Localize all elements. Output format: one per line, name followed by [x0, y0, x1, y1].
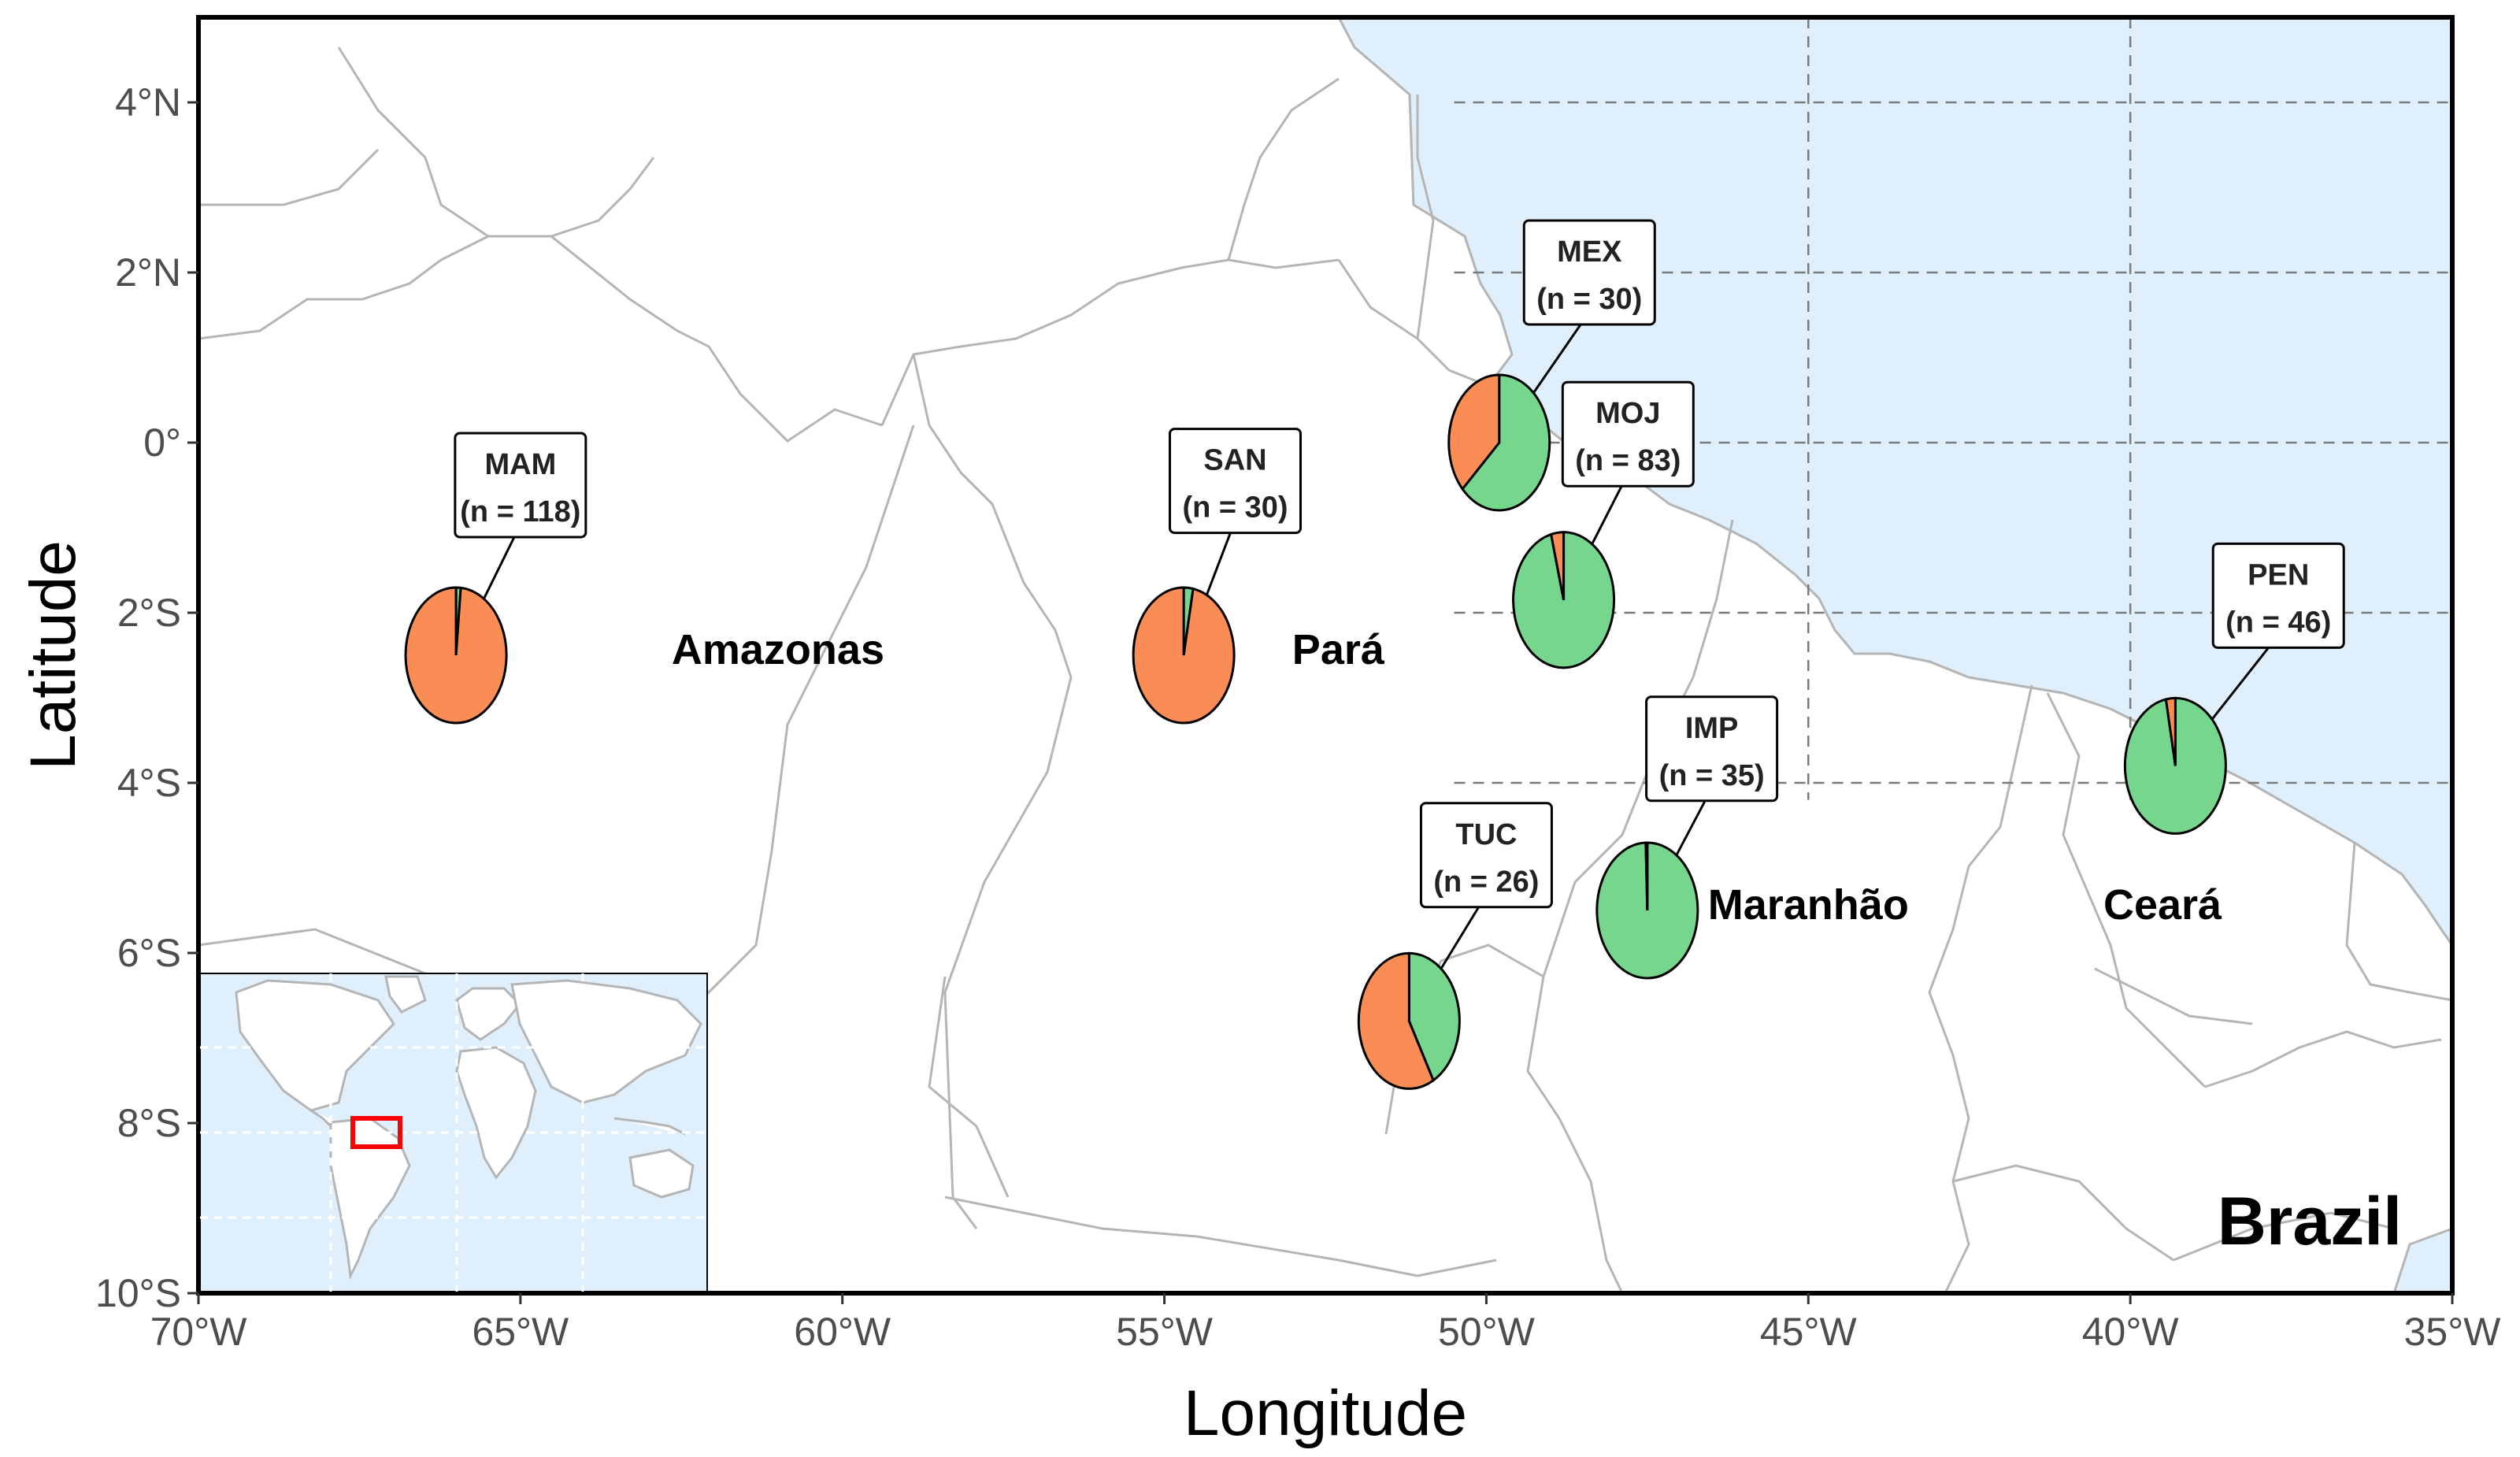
pie-slice-orange	[1132, 586, 1236, 725]
site-code-label: TUC	[1455, 818, 1517, 851]
inset-africa	[455, 1046, 537, 1180]
sample-sites: MAM (n = 118) SAN (n = 30) MEX (n = 30) MOJ (n …	[404, 219, 2345, 1090]
x-tick-label: 35°W	[2404, 1310, 2502, 1354]
site-code-label: MAM	[484, 448, 556, 481]
site-code-label: SAN	[1203, 444, 1266, 477]
x-tick-label: 55°W	[1116, 1310, 1214, 1354]
state-borders	[198, 46, 2452, 1293]
state-label: Amazonas	[672, 626, 884, 673]
state-label: Ceará	[2103, 881, 2222, 929]
inset-world-map	[199, 973, 708, 1292]
site-moj: MOJ (n = 83)	[1512, 380, 1695, 669]
y-tick-label: 2°S	[117, 591, 181, 635]
y-tick-label: 10°S	[95, 1271, 181, 1315]
x-axis-title: Longitude	[1184, 1377, 1467, 1449]
pie-slice-orange	[1357, 951, 1435, 1090]
site-label-box	[1561, 380, 1695, 488]
site-code-label: MEX	[1557, 235, 1622, 269]
site-code-label: IMP	[1685, 712, 1739, 745]
site-pen: PEN (n = 46)	[2123, 542, 2345, 835]
site-sample-size-label: (n = 46)	[2225, 606, 2331, 639]
x-axis: 70°W 65°W 60°W 55°W 50°W 45°W 40°W 35°W	[150, 1293, 2502, 1354]
inset-europe	[455, 987, 522, 1041]
y-axis: 4°N 2°N 0° 2°S 4°S 6°S 8°S 10°S	[95, 80, 198, 1315]
x-tick-label: 40°W	[2082, 1310, 2180, 1354]
country-label: Brazil	[2218, 1184, 2402, 1259]
pie-slice-orange	[2164, 696, 2177, 766]
site-label-box	[454, 432, 587, 539]
state-label: Maranhão	[1708, 881, 1909, 929]
site-san: SAN (n = 30)	[1132, 428, 1303, 725]
y-tick-label: 0°	[143, 421, 181, 465]
x-tick-label: 50°W	[1438, 1310, 1536, 1354]
site-sample-size-label: (n = 30)	[1182, 491, 1288, 525]
inset-asia	[510, 979, 702, 1104]
inset-south-america	[329, 1117, 411, 1281]
inset-greenland	[384, 975, 427, 1014]
coastline	[1337, 17, 2452, 946]
inset-indonesia	[613, 1117, 686, 1136]
y-tick-label: 2°N	[115, 250, 181, 295]
inset-north-america	[235, 979, 395, 1112]
y-tick-label: 6°S	[117, 931, 181, 975]
pie-slice-orange	[1644, 841, 1649, 911]
site-label-box	[2211, 542, 2345, 649]
site-label-box	[1645, 695, 1779, 803]
site-sample-size-label: (n = 30)	[1536, 283, 1642, 316]
site-mam: MAM (n = 118)	[404, 432, 587, 725]
site-label-box	[1169, 428, 1303, 535]
site-tuc: TUC (n = 26)	[1357, 802, 1553, 1090]
x-tick-label: 45°W	[1760, 1310, 1858, 1354]
x-tick-label: 70°W	[150, 1310, 248, 1354]
pie-slice-orange	[1447, 373, 1501, 491]
state-label: Pará	[1292, 626, 1385, 673]
site-sample-size-label: (n = 26)	[1433, 866, 1539, 899]
x-tick-label: 65°W	[472, 1310, 569, 1354]
y-tick-label: 8°S	[117, 1101, 181, 1145]
site-sample-size-label: (n = 35)	[1659, 759, 1765, 792]
site-imp: IMP (n = 35)	[1595, 695, 1779, 980]
site-mex: MEX (n = 30)	[1447, 219, 1656, 512]
map-frame	[196, 15, 2455, 1296]
pie-slice-orange	[1549, 531, 1566, 601]
inset-australia	[628, 1148, 695, 1199]
pie-slice-orange	[404, 586, 508, 725]
site-label-box	[1419, 802, 1553, 909]
site-sample-size-label: (n = 83)	[1575, 444, 1681, 477]
x-tick-label: 60°W	[794, 1310, 891, 1354]
site-sample-size-label: (n = 118)	[460, 495, 580, 528]
pie-slice-green	[1407, 951, 1461, 1083]
site-code-label: PEN	[2248, 558, 2309, 591]
y-tick-label: 4°N	[115, 80, 181, 124]
state-labels: Amazonas Pará Maranhão Ceará	[672, 626, 2222, 929]
pie-slice-green	[1461, 373, 1551, 512]
inset-highlight-box	[350, 1116, 402, 1149]
y-tick-label: 4°S	[117, 761, 181, 805]
y-axis-title: Latitude	[17, 540, 89, 770]
site-label-box	[1522, 219, 1656, 326]
site-code-label: MOJ	[1595, 397, 1660, 430]
